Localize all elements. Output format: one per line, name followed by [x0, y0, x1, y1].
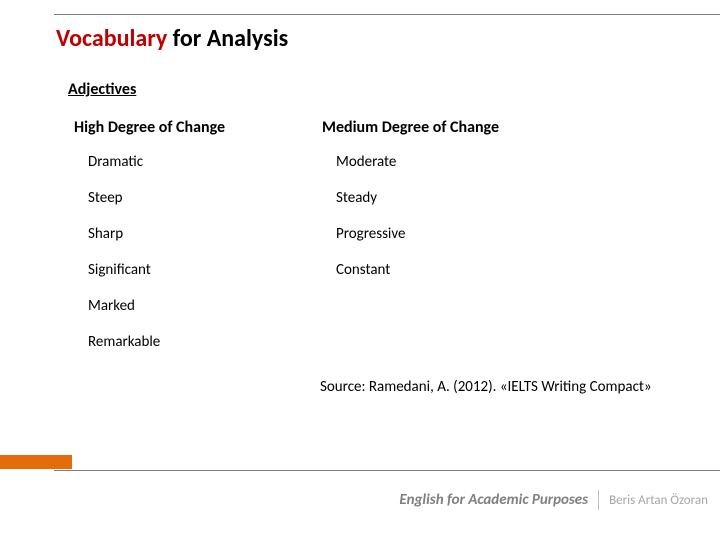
bottom-divider-line: [54, 470, 720, 471]
vocabulary-columns: High Degree of Change Dramatic Steep Sha…: [74, 118, 582, 369]
word-item: Sharp: [88, 225, 322, 243]
column-header-right: Medium Degree of Change: [322, 118, 582, 137]
slide-footer: English for Academic Purposes Beris Arta…: [0, 490, 720, 510]
top-divider-line: [54, 14, 720, 15]
footer-author-name: Beris Artan Özoran: [609, 493, 708, 508]
title-accent-word: Vocabulary: [56, 24, 167, 53]
word-item: Steady: [336, 189, 582, 207]
accent-box: [0, 455, 72, 469]
word-item: Steep: [88, 189, 322, 207]
word-item: Constant: [336, 261, 582, 279]
word-item: Significant: [88, 261, 322, 279]
footer-course-name: English for Academic Purposes: [399, 491, 588, 509]
word-item: Remarkable: [88, 333, 322, 351]
word-item: Marked: [88, 297, 322, 315]
word-item: Dramatic: [88, 153, 322, 171]
word-item: Progressive: [336, 225, 582, 243]
slide: Vocabulary for Analysis Adjectives High …: [0, 0, 720, 540]
column-header-left: High Degree of Change: [74, 118, 322, 137]
sub-heading: Adjectives: [68, 80, 136, 99]
slide-title: Vocabulary for Analysis: [56, 24, 288, 53]
column-high-degree: High Degree of Change Dramatic Steep Sha…: [74, 118, 322, 369]
title-rest: for Analysis: [167, 24, 288, 53]
word-item: Moderate: [336, 153, 582, 171]
source-citation: Source: Ramedani, A. (2012). «IELTS Writ…: [320, 378, 652, 396]
footer-divider: [598, 490, 599, 510]
column-medium-degree: Medium Degree of Change Moderate Steady …: [322, 118, 582, 369]
